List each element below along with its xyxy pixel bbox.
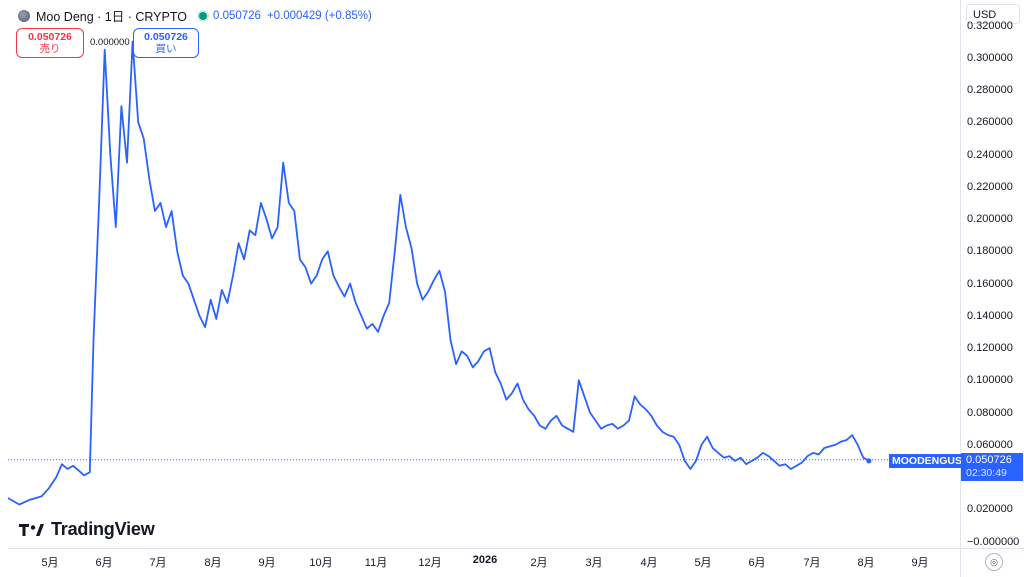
currency-selector[interactable]: USD [966,4,1020,24]
time-tick-label: 12月 [418,557,442,569]
tradingview-logo[interactable]: TradingView [19,519,155,540]
buy-label: 買い [155,43,177,55]
market-status-icon [198,11,207,20]
price-tick-label: 0.160000 [967,277,1013,290]
time-tick-label: 6月 [95,557,113,569]
scroll-to-realtime-icon[interactable]: ◎ [985,553,1003,571]
time-tick-label: 2月 [530,557,548,569]
spread-value: 0.000000 [90,37,130,48]
last-price-tag: 0.050726 02:30:49 [961,453,1023,481]
price-tick-label: 0.280000 [967,84,1013,97]
buy-button[interactable]: 0.050726 買い [133,28,199,58]
tradingview-icon [19,523,44,536]
price-tick-label: 0.100000 [967,374,1013,387]
price-tick-label: −0.000000 [967,535,1020,548]
time-tick-label: 6月 [748,557,766,569]
price-tick-label: 0.200000 [967,213,1013,226]
time-tick-label: 8月 [204,557,222,569]
last-price-point [866,458,872,464]
time-tick-label: 11月 [364,557,388,569]
price-tick-label: 0.180000 [967,245,1013,258]
time-tick-label: 2026 [472,554,498,566]
price-tick-label: 0.240000 [967,148,1013,161]
series-label: MOODENGUSD [889,454,973,468]
price-tick-label: 0.020000 [967,503,1013,516]
last-price-value: 0.050726 [966,454,1012,466]
time-tick-label: 10月 [309,557,333,569]
time-tick-label: 9月 [911,557,929,569]
bar-countdown: 02:30:49 [966,467,1007,479]
time-tick-label: 9月 [258,557,276,569]
time-tick-label: 7月 [149,557,167,569]
price-tick-label: 0.220000 [967,180,1013,193]
sell-price: 0.050726 [28,31,72,43]
sell-button[interactable]: 0.050726 売り [16,28,84,58]
price-tick-label: 0.320000 [967,19,1013,32]
plot-area[interactable] [8,3,960,548]
price-tick-label: 0.260000 [967,116,1013,129]
price-tick-label: 0.140000 [967,309,1013,322]
price-axis-separator [960,0,961,577]
time-axis-separator [8,548,1024,549]
brand-name: TradingView [51,519,155,539]
symbol-legend[interactable]: Moo Deng · 1日 · CRYPTO 0.050726 +0.00042… [18,6,372,25]
time-tick-label: 4月 [640,557,658,569]
legend-change: +0.000429 (+0.85%) [266,9,372,22]
buy-price: 0.050726 [144,31,188,43]
legend-price: 0.050726 [212,9,261,22]
time-tick-label: 8月 [857,557,875,569]
price-line[interactable] [8,40,870,506]
price-tick-label: 0.060000 [967,438,1013,451]
price-tick-label: 0.300000 [967,51,1013,64]
time-tick-label: 5月 [41,557,59,569]
coin-icon [18,9,30,22]
time-tick-label: 7月 [803,557,821,569]
price-tick-label: 0.120000 [967,342,1013,355]
price-tick-label: 0.080000 [967,406,1013,419]
time-tick-label: 3月 [585,557,603,569]
symbol-title[interactable]: Moo Deng · 1日 · CRYPTO [36,10,187,24]
sell-label: 売り [39,43,61,55]
time-tick-label: 5月 [694,557,712,569]
